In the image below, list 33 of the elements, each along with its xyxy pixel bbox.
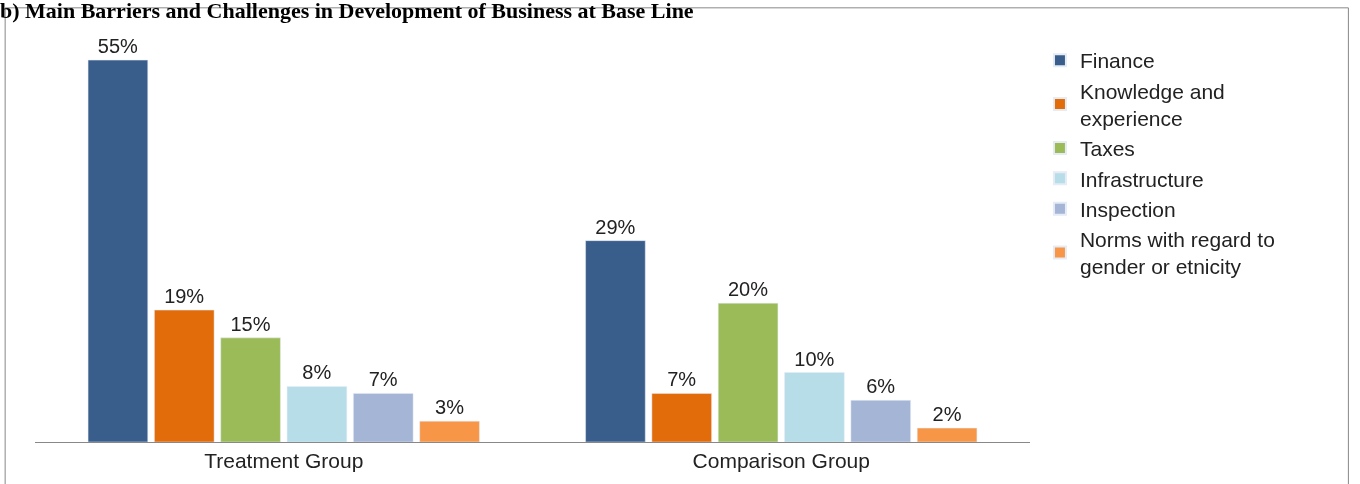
bar <box>717 302 779 442</box>
bar <box>220 337 281 442</box>
x-tick-label: Comparison Group <box>692 449 870 473</box>
data-label: 7% <box>368 368 398 391</box>
data-label: 55% <box>97 35 139 58</box>
legend-label: Inspection <box>1079 197 1176 221</box>
legend-label: Infrastructure <box>1079 167 1204 191</box>
data-label: 8% <box>302 361 332 384</box>
data-label: 7% <box>667 368 697 391</box>
bar <box>850 400 911 442</box>
legend-label: Taxes <box>1079 137 1135 161</box>
bar <box>154 309 215 442</box>
bar <box>585 240 646 442</box>
data-label: 29% <box>595 215 636 238</box>
bar <box>916 427 978 442</box>
data-label: 19% <box>164 285 205 308</box>
legend-label: Norms with regard to gender or etnicity <box>1079 228 1275 279</box>
data-label: 20% <box>727 278 769 301</box>
bar <box>286 386 348 442</box>
data-label: 3% <box>435 396 465 419</box>
bar <box>784 372 845 442</box>
bar <box>353 393 414 442</box>
legend-label: Knowledge and experience <box>1079 79 1225 130</box>
data-label: 6% <box>866 375 896 398</box>
data-label: 2% <box>932 403 962 426</box>
data-label: 15% <box>230 312 271 335</box>
bar <box>651 393 712 442</box>
bar <box>87 59 149 442</box>
chart-title: b) Main Barriers and Challenges in Development of Business at Base Line <box>0 0 694 23</box>
data-label: 10% <box>794 347 835 370</box>
legend-label: Finance <box>1079 49 1155 73</box>
bar <box>419 420 480 442</box>
x-tick-label: Treatment Group <box>204 449 364 473</box>
